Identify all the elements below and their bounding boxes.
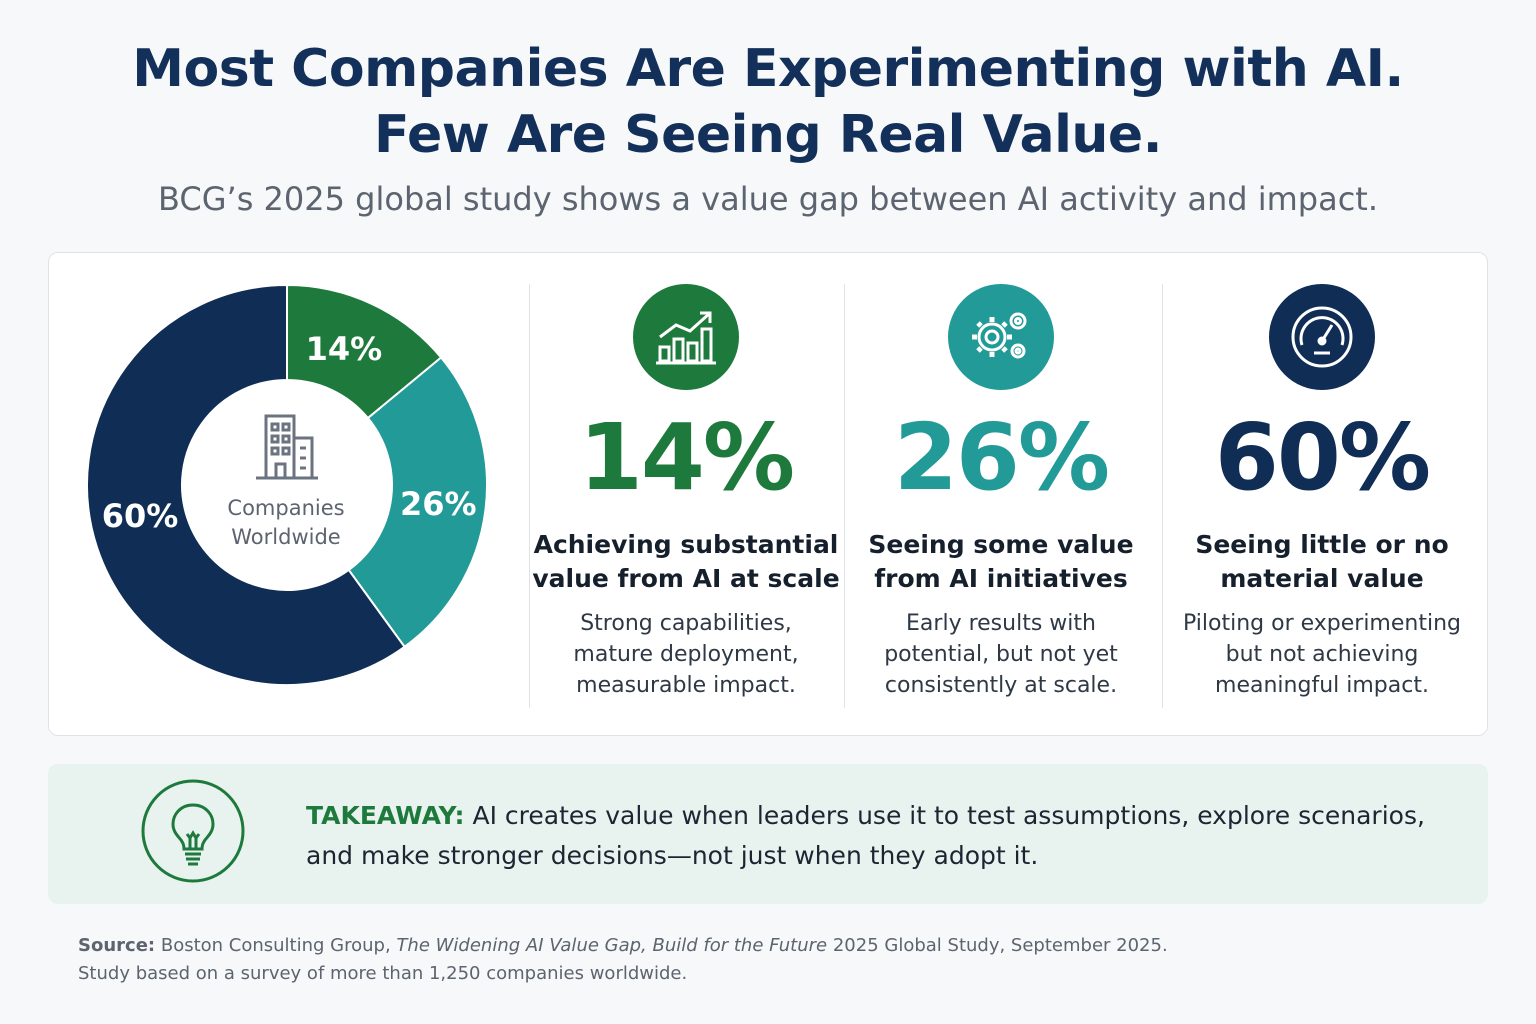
takeaway-line-1-text: AI creates value when leaders use it to … (472, 801, 1425, 830)
stat-heading: Achieving substantial value from AI at s… (528, 528, 844, 596)
stat-desc-line: Piloting or experimenting (1183, 611, 1461, 636)
title-line-2: Few Are Seeing Real Value. (374, 105, 1162, 165)
stat-heading: Seeing little or no material value (1164, 528, 1480, 596)
takeaway-label: TAKEAWAY: (306, 801, 465, 830)
page-title: Most Companies Are Experimenting with AI… (0, 36, 1536, 168)
source-prefix: Boston Consulting Group, (160, 935, 391, 956)
stat-card-some-value: 26% Seeing some value from AI initiative… (843, 284, 1159, 701)
stat-desc-line: potential, but not yet (884, 642, 1118, 667)
stat-desc-line: mature deployment, (573, 642, 799, 667)
stat-heading-line: material value (1220, 564, 1424, 593)
donut-slice-label: 14% (305, 330, 383, 368)
stat-desc-line: Strong capabilities, (580, 611, 792, 636)
stat-heading-line: Seeing little or no (1195, 530, 1449, 559)
source-label: Source: (78, 935, 156, 956)
growth-chart-icon (633, 284, 739, 390)
stat-heading-line: from AI initiatives (874, 564, 1128, 593)
stat-card-substantial-value: 14% Achieving substantial value from AI … (528, 284, 844, 701)
center-label-line-2: Worldwide (231, 525, 341, 549)
stat-desc-line: but not achieving (1225, 642, 1419, 667)
donut-slice-label: 26% (400, 485, 477, 524)
stat-description: Piloting or experimenting but not achiev… (1164, 608, 1480, 701)
gauge-icon (1269, 284, 1375, 390)
stat-value: 26% (893, 404, 1110, 511)
gears-icon (948, 284, 1054, 390)
stat-description: Early results with potential, but not ye… (843, 608, 1159, 701)
center-label-line-1: Companies (227, 496, 345, 520)
building-icon (252, 410, 320, 487)
donut-chart (86, 284, 488, 686)
stat-desc-line: measurable impact. (576, 673, 796, 698)
stat-desc-line: Early results with (906, 611, 1096, 636)
stat-heading: Seeing some value from AI initiatives (843, 528, 1159, 596)
stat-value: 60% (1214, 404, 1431, 511)
donut-hole (182, 380, 392, 590)
stat-desc-line: consistently at scale. (884, 673, 1118, 698)
takeaway-line-1: TAKEAWAY: AI creates value when leaders u… (306, 796, 1426, 836)
source-title: The Widening AI Value Gap, Build for the… (396, 935, 828, 956)
source-suffix: 2025 Global Study, September 2025. (832, 935, 1168, 956)
source-line-1: Source: Boston Consulting Group, The Wid… (78, 932, 1458, 960)
source-line-2: Study based on a survey of more than 1,2… (78, 963, 688, 984)
divider (529, 284, 530, 708)
takeaway-line-2: and make stronger decisions—not just whe… (306, 841, 1039, 870)
donut-svg (86, 284, 488, 686)
lightbulb-icon (140, 778, 246, 889)
donut-slice-label: 60% (101, 497, 179, 535)
stat-value: 14% (578, 404, 795, 511)
donut-center-label: Companies Worldwide (186, 494, 386, 552)
takeaway-box (48, 764, 1488, 904)
stat-heading-line: Seeing some value (868, 530, 1134, 559)
divider (1162, 284, 1163, 708)
stat-heading-line: Achieving substantial (533, 530, 839, 559)
takeaway-text: TAKEAWAY: AI creates value when leaders u… (306, 796, 1426, 876)
source-note: Source: Boston Consulting Group, The Wid… (78, 932, 1458, 988)
stat-description: Strong capabilities, mature deployment, … (528, 608, 844, 701)
divider (844, 284, 845, 708)
stat-card-little-value: 60% Seeing little or no material value P… (1164, 284, 1480, 701)
title-line-1: Most Companies Are Experimenting with AI… (132, 39, 1404, 99)
stat-desc-line: meaningful impact. (1215, 673, 1429, 698)
page-subtitle: BCG’s 2025 global study shows a value ga… (158, 180, 1378, 218)
stat-heading-line: value from AI at scale (532, 564, 840, 593)
